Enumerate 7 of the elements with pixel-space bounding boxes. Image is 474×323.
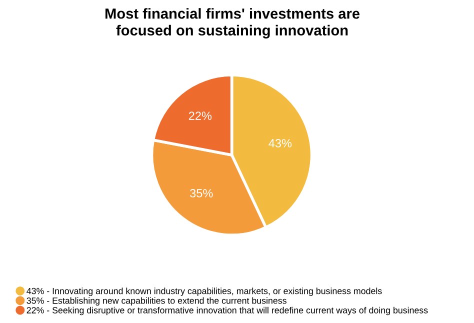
data-label: 35% [190, 189, 213, 198]
data-label: 43% [268, 139, 292, 148]
legend-label: 22% - Seeking disruptive or transformative innovation that will redefine current ways of doing business [26, 306, 428, 316]
legend-label: 43% - Innovating around known industry capabilities, markets, or existing business models [26, 288, 382, 296]
chart-title: Most financial firms' investments are focused on sustaining innovation [105, 8, 360, 38]
data-label: 22% [188, 112, 212, 120]
legend-label: 35% - Establishing new capabilities to extend the current business [26, 297, 286, 306]
